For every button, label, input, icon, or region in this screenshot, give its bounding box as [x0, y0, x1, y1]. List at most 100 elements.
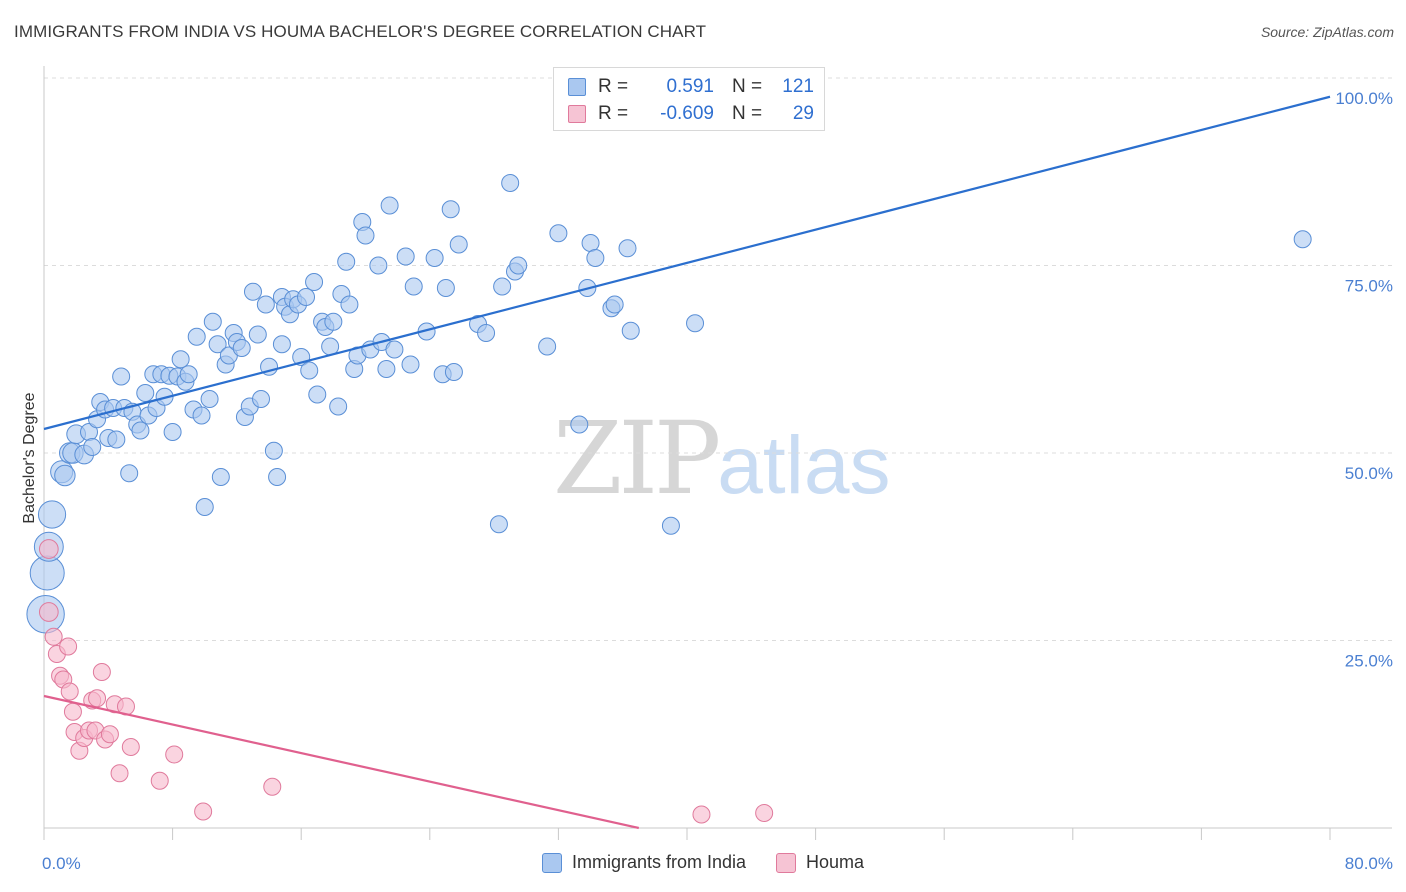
- data-point-india: [377, 360, 396, 378]
- data-point-india: [385, 340, 404, 359]
- trend-line-houma: [43, 694, 640, 830]
- data-point-india: [436, 279, 455, 297]
- data-point-houma: [692, 805, 711, 824]
- data-point-india: [441, 200, 460, 219]
- data-point-india: [356, 226, 375, 245]
- legend-n-label: N =: [732, 103, 763, 124]
- y-axis-label: Bachelor's Degree: [21, 392, 38, 523]
- data-point-india: [112, 367, 131, 386]
- legend-n-value: 121: [782, 76, 814, 97]
- data-point-india: [329, 397, 348, 416]
- data-point-india: [187, 327, 206, 346]
- data-point-india: [305, 273, 324, 291]
- bottom-legend-india: Immigrants from India: [541, 852, 747, 873]
- x-tick-label: 80.0%: [1345, 854, 1393, 873]
- data-point-india: [549, 224, 568, 243]
- data-point-india: [538, 337, 557, 356]
- data-point-india: [120, 464, 139, 483]
- y-tick-label: 100.0%: [1335, 89, 1393, 108]
- data-point-houma: [150, 771, 169, 790]
- bottom-legend: Immigrants from India Houma: [0, 852, 1406, 873]
- data-point-india: [570, 415, 589, 434]
- legend: R = 0.591 N = 121 R = -0.609 N = 29: [553, 67, 825, 131]
- tick-labels: 25.0% 50.0% 75.0% 100.0% 0.0% 80.0%: [42, 89, 1393, 873]
- grid-lines: [44, 77, 1392, 641]
- legend-n-label: N =: [732, 76, 763, 97]
- series-houma-points: [38, 539, 774, 824]
- bottom-legend-swatch-houma: [776, 852, 797, 873]
- data-point-india: [107, 430, 126, 449]
- legend-r-value: -0.609: [660, 103, 714, 124]
- series-india-points: [26, 174, 1312, 634]
- data-point-india: [621, 321, 640, 340]
- data-point-houma: [60, 682, 79, 701]
- data-point-houma: [194, 802, 213, 821]
- data-point-india: [489, 515, 508, 534]
- data-point-houma: [755, 804, 774, 822]
- data-point-india: [131, 421, 150, 440]
- data-point-india: [509, 256, 528, 275]
- data-point-houma: [92, 663, 111, 681]
- source-label: Source: ZipAtlas.com: [1260, 24, 1394, 40]
- data-point-india: [264, 441, 283, 460]
- data-point-india: [256, 295, 275, 314]
- data-point-india: [369, 256, 388, 275]
- data-point-india: [324, 312, 343, 331]
- data-point-india: [493, 277, 512, 296]
- y-tick-label: 75.0%: [1345, 277, 1393, 296]
- data-point-india: [444, 363, 463, 381]
- data-point-india: [661, 516, 680, 535]
- data-point-houma: [100, 725, 119, 744]
- data-point-india: [268, 468, 287, 486]
- y-tick-label: 25.0%: [1345, 652, 1393, 671]
- data-point-india: [252, 390, 271, 408]
- x-tick-label: 0.0%: [42, 854, 81, 873]
- legend-r-label: R =: [598, 76, 629, 97]
- data-point-india: [195, 498, 214, 516]
- data-point-india: [300, 361, 319, 380]
- data-point-india: [192, 406, 211, 425]
- data-point-india: [136, 384, 155, 402]
- data-point-india: [297, 288, 316, 306]
- data-point-houma: [165, 745, 184, 764]
- data-point-india: [425, 249, 444, 267]
- data-point-india: [380, 196, 399, 215]
- legend-n-value: 29: [792, 103, 814, 124]
- legend-swatch-houma: [568, 105, 586, 123]
- trend-lines: [43, 95, 1331, 830]
- data-point-india: [163, 423, 182, 441]
- data-point-houma: [38, 602, 59, 622]
- data-point-india: [211, 468, 230, 486]
- data-point-india: [203, 312, 222, 331]
- bottom-legend-label-india: Immigrants from India: [571, 852, 747, 872]
- data-point-india: [581, 234, 600, 252]
- data-point-houma: [44, 627, 63, 646]
- data-point-india: [308, 385, 327, 404]
- chart-title: IMMIGRANTS FROM INDIA VS HOUMA BACHELOR'…: [14, 22, 707, 41]
- data-point-houma: [63, 702, 82, 721]
- data-point-houma: [263, 777, 282, 796]
- data-point-india: [171, 350, 190, 369]
- watermark: ZIPatlas: [553, 400, 891, 517]
- data-point-india: [248, 325, 267, 344]
- data-point-india: [340, 295, 359, 314]
- data-point-india: [208, 335, 227, 354]
- data-point-india: [54, 464, 76, 487]
- data-point-india: [477, 324, 496, 342]
- data-point-india: [37, 500, 67, 529]
- legend-r-label: R =: [598, 103, 629, 124]
- data-point-india: [232, 339, 251, 357]
- data-point-india: [200, 390, 219, 408]
- data-point-houma: [88, 689, 107, 708]
- data-point-houma: [121, 738, 140, 756]
- legend-row-houma: R = -0.609 N = 29: [568, 101, 814, 127]
- data-point-houma: [59, 637, 78, 656]
- watermark-atlas: atlas: [717, 420, 891, 511]
- data-point-india: [449, 235, 468, 254]
- data-point-india: [404, 277, 423, 296]
- legend-r-value: 0.591: [666, 76, 714, 97]
- data-point-houma: [110, 764, 129, 783]
- data-point-india: [243, 282, 262, 301]
- axes: [43, 66, 1392, 840]
- data-point-india: [586, 249, 605, 267]
